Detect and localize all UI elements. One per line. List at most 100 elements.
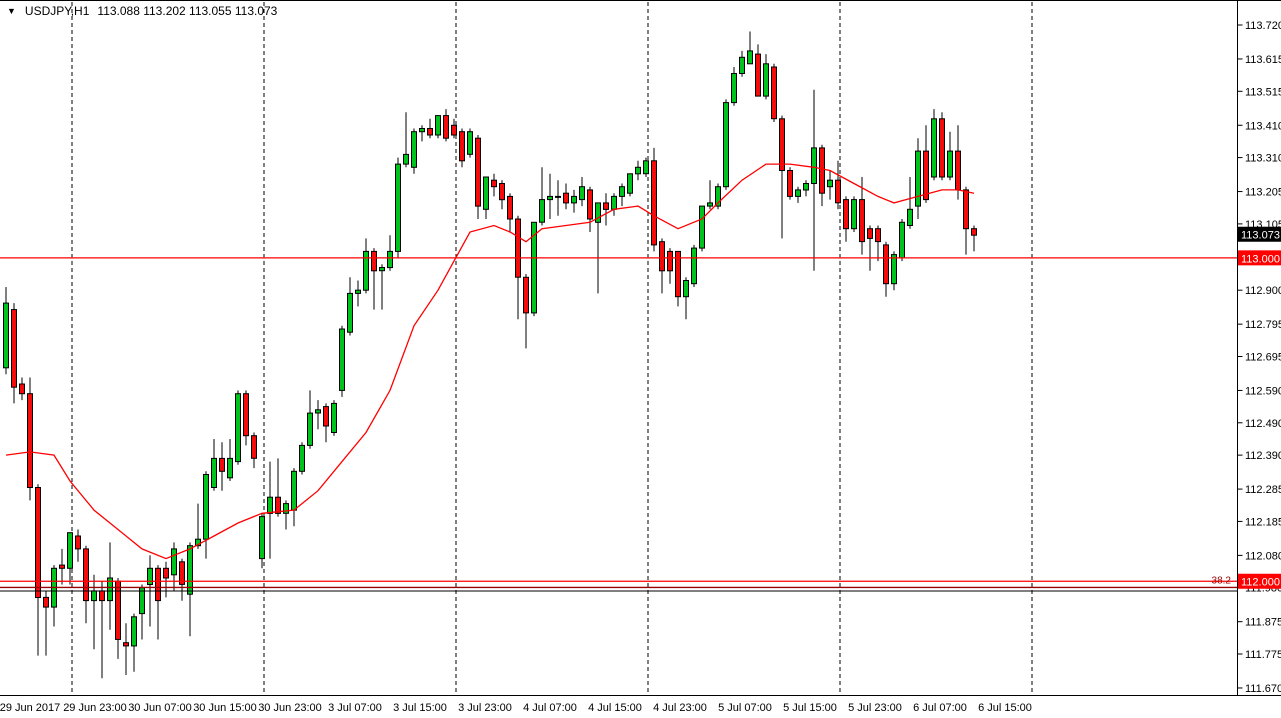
candle-body-bear [219, 457, 225, 472]
candle [851, 196, 857, 232]
candle-body-bull [107, 577, 113, 602]
candle-body-bull [403, 153, 409, 165]
price-badge-text: 112.000 [1241, 577, 1280, 589]
candle-body-bear [35, 487, 41, 598]
candle-body-bull [795, 189, 801, 197]
candle [67, 532, 73, 585]
candle [707, 180, 713, 210]
candle-body-bull [619, 186, 625, 197]
candle-body-bull [227, 457, 233, 479]
candle [379, 264, 385, 310]
candle [347, 277, 353, 336]
candle [483, 176, 489, 219]
candle [11, 303, 17, 404]
candle-body-bear [875, 228, 881, 243]
candle-body-bull [683, 280, 689, 298]
candle-body-bear [867, 228, 873, 239]
candle [835, 160, 841, 210]
price-tick-label: 111.670 [1245, 683, 1281, 695]
candle [619, 183, 625, 207]
candle-body-bear [459, 131, 465, 162]
candle [667, 248, 673, 284]
candle-body-bull [539, 199, 545, 223]
candle [683, 277, 689, 320]
time-axis[interactable]: 29 Jun 2017 29 Jun 23:00 30 Jun 07:00 30 Ju… [0, 702, 1032, 714]
candle-body-bull [131, 616, 137, 647]
candle-body-bull [931, 118, 937, 178]
candle-body-bull [891, 254, 897, 285]
price-tick-label: 112.285 [1245, 484, 1281, 496]
candle-body-bull [547, 195, 553, 201]
candle [403, 112, 409, 168]
candle-body-bull [643, 160, 649, 175]
symbol-dropdown-icon[interactable]: ▼ [7, 5, 16, 16]
candle-body-bull [211, 457, 217, 488]
candle-body-bull [579, 186, 585, 201]
price-axis[interactable]: 113.720 113.615 113.515 113.410 113.310 113.2… [1237, 20, 1281, 695]
candle-body-bear [651, 160, 657, 246]
price-badge-current: 113.073 [1238, 226, 1281, 242]
candle-body-bull [139, 587, 145, 615]
candle-body-bear [955, 150, 961, 191]
price-tick-label: 112.795 [1245, 319, 1281, 331]
candle-body-bull [387, 250, 393, 269]
candle [275, 458, 281, 517]
candle [651, 147, 657, 252]
candle-body-bear [883, 244, 889, 285]
candle-body-bear [563, 192, 569, 204]
candle-body-bull [379, 267, 385, 272]
time-tick-label: 5 Jul 15:00 [783, 702, 837, 714]
candle [795, 186, 801, 203]
candle [507, 193, 513, 232]
candle-body-bull [483, 176, 489, 210]
candle-body-bull [803, 183, 809, 191]
candle [107, 542, 113, 630]
price-badge-bg [1238, 573, 1281, 589]
candle [923, 125, 929, 203]
candle-body-bull [811, 147, 817, 184]
candle [843, 196, 849, 242]
candle-body-bull [635, 166, 641, 175]
price-tick-label: 111.875 [1245, 617, 1281, 629]
candle-body-bear [75, 535, 81, 550]
candle [819, 144, 825, 207]
candle-body-bull [203, 474, 209, 540]
candle [555, 180, 561, 216]
candle-body-bull [731, 73, 737, 104]
candle [411, 128, 417, 174]
candle [883, 241, 889, 297]
time-tick-label: 4 Jul 07:00 [523, 702, 577, 714]
candle [339, 325, 345, 397]
price-tick-label: 112.490 [1245, 418, 1281, 430]
candle-body-bear [963, 189, 969, 230]
candle-body-bull [899, 221, 905, 259]
candle-body-bull [299, 444, 305, 472]
candle [443, 109, 449, 142]
time-tick-label: 5 Jul 07:00 [718, 702, 772, 714]
candle-body-bear [323, 406, 329, 427]
candle-body-bear [859, 199, 865, 243]
candle-body-bull [363, 250, 369, 291]
candle-body-bull [91, 590, 97, 602]
candle [19, 377, 25, 401]
candle [827, 170, 833, 200]
candle-body-bear [507, 195, 513, 220]
candle [963, 186, 969, 255]
candle-body-bull [411, 131, 417, 168]
candle-body-bear [27, 393, 33, 489]
candle [307, 390, 313, 449]
candle [627, 173, 633, 197]
candle-body-bear [443, 115, 449, 139]
candle [427, 118, 433, 139]
candle [187, 542, 193, 637]
candle-body-bull [259, 516, 265, 560]
candle-body-bull [347, 292, 353, 333]
candle-body-bear [659, 241, 665, 272]
candle [315, 400, 321, 430]
candle-body-bear [939, 118, 945, 178]
candle-body-bull [315, 409, 321, 414]
price-tick-label: 112.695 [1245, 351, 1281, 363]
candle-body-bear [843, 199, 849, 230]
